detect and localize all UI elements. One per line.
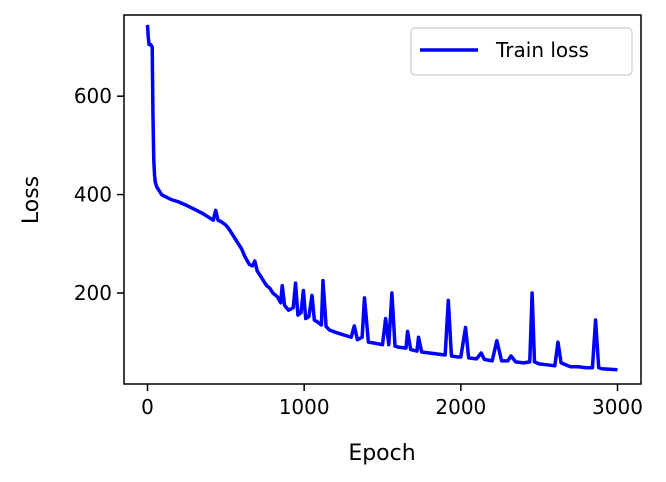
series-layer xyxy=(145,24,618,372)
y-axis-label: Loss xyxy=(19,176,44,224)
y-axis-ticks: 200 400 600 xyxy=(74,84,124,305)
y-tick-label: 600 xyxy=(74,84,112,108)
y-tick-label: 200 xyxy=(74,281,112,305)
x-tick-label: 1000 xyxy=(279,395,330,419)
plot-frame xyxy=(123,14,642,385)
series-line-train-loss xyxy=(145,24,618,372)
legend-entry-train-loss: Train loss xyxy=(495,38,589,62)
legend-box xyxy=(410,27,633,76)
x-tick-label: 0 xyxy=(141,395,154,419)
x-tick-label: 2000 xyxy=(435,395,486,419)
x-tick-label: 3000 xyxy=(592,395,643,419)
x-axis-ticks: 0 1000 2000 3000 xyxy=(141,384,643,419)
y-tick-label: 400 xyxy=(74,183,112,207)
x-axis-label: Epoch xyxy=(348,441,415,466)
legend: Train loss xyxy=(410,27,633,76)
